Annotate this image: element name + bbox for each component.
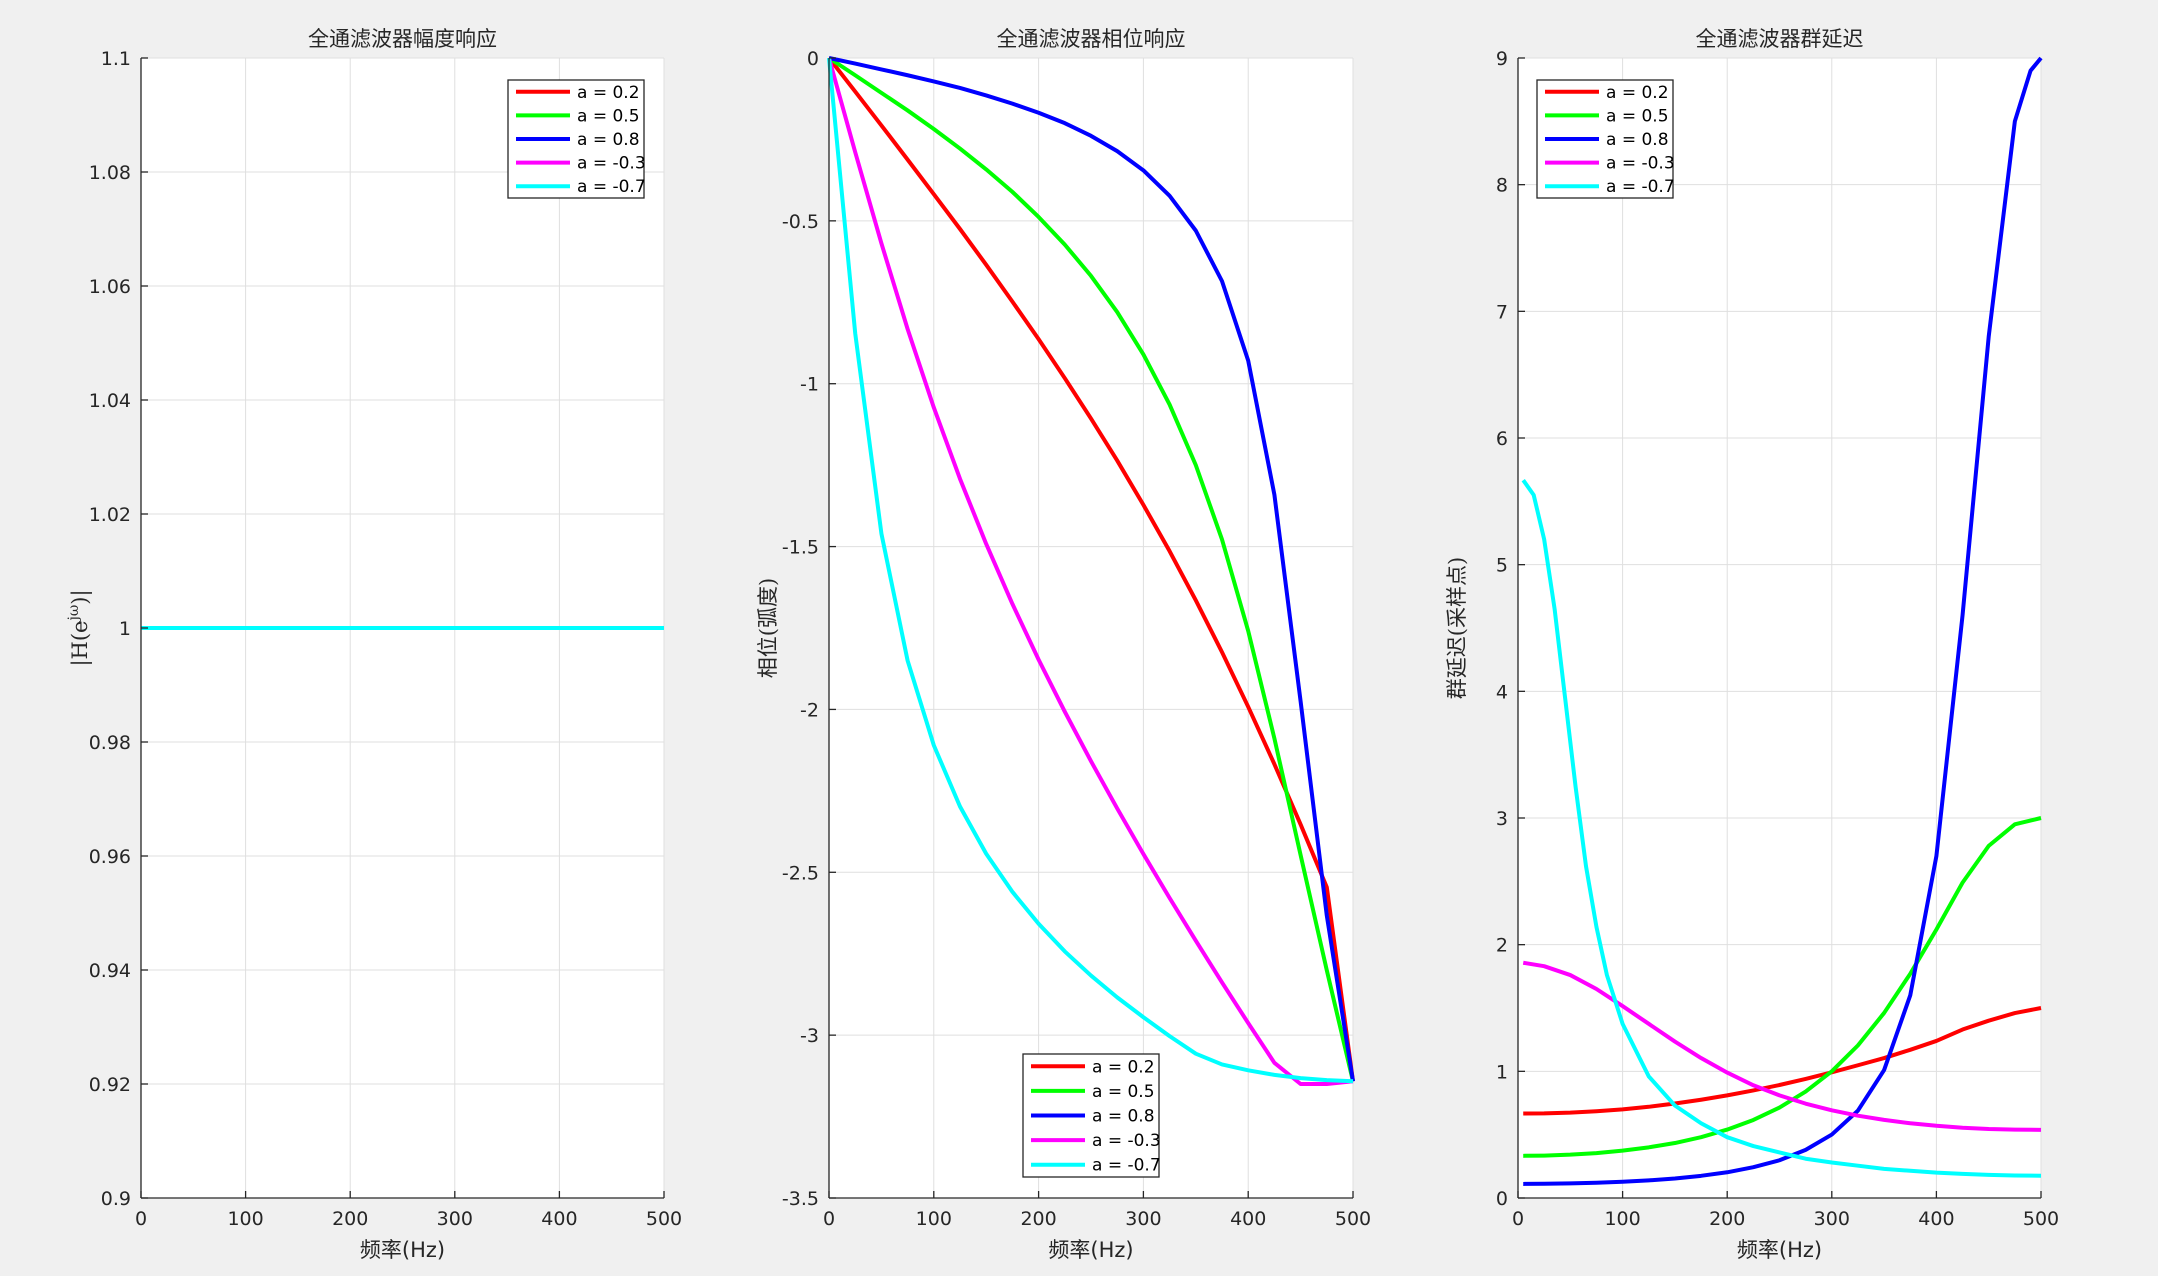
series-line-1 — [827, 56, 1355, 1082]
legend-entry: a = 0.5 — [1606, 106, 1669, 126]
chart-title: 全通滤波器群延迟 — [1696, 27, 1864, 51]
x-tick-label: 500 — [2023, 1208, 2059, 1230]
legend: a = 0.2 a = 0.5 a = 0.8 a = -0.3 a = -0.7 — [1022, 1053, 1161, 1178]
legend-entry: a = -0.7 — [577, 177, 646, 197]
y-axis-label: 群延迟(采样点) — [1445, 557, 1469, 699]
y-tick-label: 0.96 — [89, 846, 131, 868]
y-tick-label: 1.04 — [89, 390, 131, 412]
y-tick-label: -0.5 — [782, 211, 819, 233]
y-tick-label: 1.1 — [101, 48, 131, 70]
legend-entry: a = 0.2 — [1606, 83, 1669, 103]
y-tick-label: 1.08 — [89, 162, 131, 184]
y-tick-label: -3 — [800, 1025, 819, 1047]
plot-area — [829, 58, 1353, 1198]
chart-title: 全通滤波器幅度响应 — [308, 27, 497, 51]
series-line-4 — [827, 57, 1354, 1086]
x-tick-label: 300 — [1814, 1208, 1850, 1230]
y-tick-label: 5 — [1496, 555, 1508, 577]
legend: a = 0.2 a = 0.5 a = 0.8 a = -0.3 a = -0.7 — [507, 79, 646, 199]
x-tick-label: 0 — [135, 1208, 147, 1230]
x-tick-label: 0 — [823, 1208, 835, 1230]
x-tick-label: 100 — [227, 1208, 263, 1230]
y-tick-label: -1 — [800, 374, 819, 396]
y-tick-label: 0 — [807, 48, 819, 70]
y-tick-label: 1.02 — [89, 504, 131, 526]
series-line-1 — [1523, 1006, 2042, 1116]
x-tick-label: 500 — [646, 1208, 682, 1230]
x-tick-label: 100 — [916, 1208, 952, 1230]
subplot-3: 0 100 200 300 400 500 0 1 2 3 4 5 6 7 8 9 全通滤波器群延迟频率(Hz)… — [1445, 27, 2059, 1262]
legend-entry: a = 0.2 — [1092, 1057, 1155, 1077]
x-axis-label: 频率(Hz) — [360, 1238, 445, 1262]
y-axis-label: |H(ejω)| — [66, 589, 93, 666]
y-tick-label: -2.5 — [782, 862, 819, 884]
y-tick-label: 0.98 — [89, 732, 131, 754]
legend-entry: a = -0.3 — [1606, 154, 1675, 174]
legend-entry: a = -0.3 — [1092, 1131, 1161, 1151]
plot-area — [1518, 58, 2041, 1198]
y-tick-label: -2 — [800, 699, 819, 721]
y-tick-label: 9 — [1496, 48, 1508, 70]
y-tick-label: 0.94 — [89, 960, 131, 982]
y-tick-label: 8 — [1496, 175, 1508, 197]
legend-entry: a = 0.8 — [1092, 1107, 1155, 1127]
x-axis-label: 频率(Hz) — [1048, 1238, 1133, 1262]
x-tick-label: 200 — [332, 1208, 368, 1230]
y-tick-label: 4 — [1496, 681, 1508, 703]
x-tick-label: 200 — [1020, 1208, 1056, 1230]
legend: a = 0.2 a = 0.5 a = 0.8 a = -0.3 a = -0.7 — [1536, 79, 1675, 199]
x-tick-label: 100 — [1604, 1208, 1640, 1230]
legend-entry: a = 0.5 — [577, 106, 640, 126]
x-tick-label: 300 — [1125, 1208, 1161, 1230]
y-tick-label: -3.5 — [782, 1188, 819, 1210]
x-tick-label: 500 — [1335, 1208, 1371, 1230]
y-tick-label: 0 — [1496, 1188, 1508, 1210]
x-tick-label: 200 — [1709, 1208, 1745, 1230]
y-tick-label: 1 — [119, 618, 131, 640]
series-line-2 — [827, 56, 1355, 1082]
y-tick-label: 2 — [1496, 935, 1508, 957]
x-tick-label: 300 — [437, 1208, 473, 1230]
y-tick-label: 1 — [1496, 1061, 1508, 1083]
x-axis-label: 频率(Hz) — [1737, 1238, 1822, 1262]
series-line-5 — [827, 57, 1354, 1084]
legend-entry: a = -0.3 — [577, 154, 646, 174]
legend-entry: a = 0.8 — [577, 130, 640, 150]
legend-entry: a = -0.7 — [1606, 177, 1675, 197]
subplot-1: 0 100 200 300 400 500 0.9 0.92 0.94 0.96 0.98 1 1.02… — [66, 27, 682, 1262]
y-axis-label: 相位(弧度) — [756, 578, 780, 678]
series-line-3 — [828, 56, 1355, 1082]
y-tick-label: 3 — [1496, 808, 1508, 830]
y-tick-label: 7 — [1496, 301, 1508, 323]
y-tick-label: 6 — [1496, 428, 1508, 450]
legend-entry: a = 0.8 — [1606, 130, 1669, 150]
x-tick-label: 0 — [1512, 1208, 1524, 1230]
series-line-5 — [1521, 479, 2042, 1178]
chart-title: 全通滤波器相位响应 — [997, 27, 1186, 51]
y-tick-label: -1.5 — [782, 537, 819, 559]
y-tick-label: 0.9 — [101, 1188, 131, 1210]
series-line-4 — [1522, 960, 2042, 1132]
legend-entry: a = -0.7 — [1092, 1156, 1161, 1176]
legend-entry: a = 0.2 — [577, 83, 640, 103]
series-line-2 — [1523, 816, 2042, 1158]
subplot-2: 0 100 200 300 400 500 -3.5 -3 -2.5 -2 -1.5 -1 -0.5 0 全… — [756, 27, 1371, 1262]
x-tick-label: 400 — [541, 1208, 577, 1230]
legend-entry: a = 0.5 — [1092, 1082, 1155, 1102]
x-tick-label: 400 — [1230, 1208, 1266, 1230]
x-tick-label: 400 — [1918, 1208, 1954, 1230]
y-tick-label: 1.06 — [89, 276, 131, 298]
y-tick-label: 0.92 — [89, 1074, 131, 1096]
